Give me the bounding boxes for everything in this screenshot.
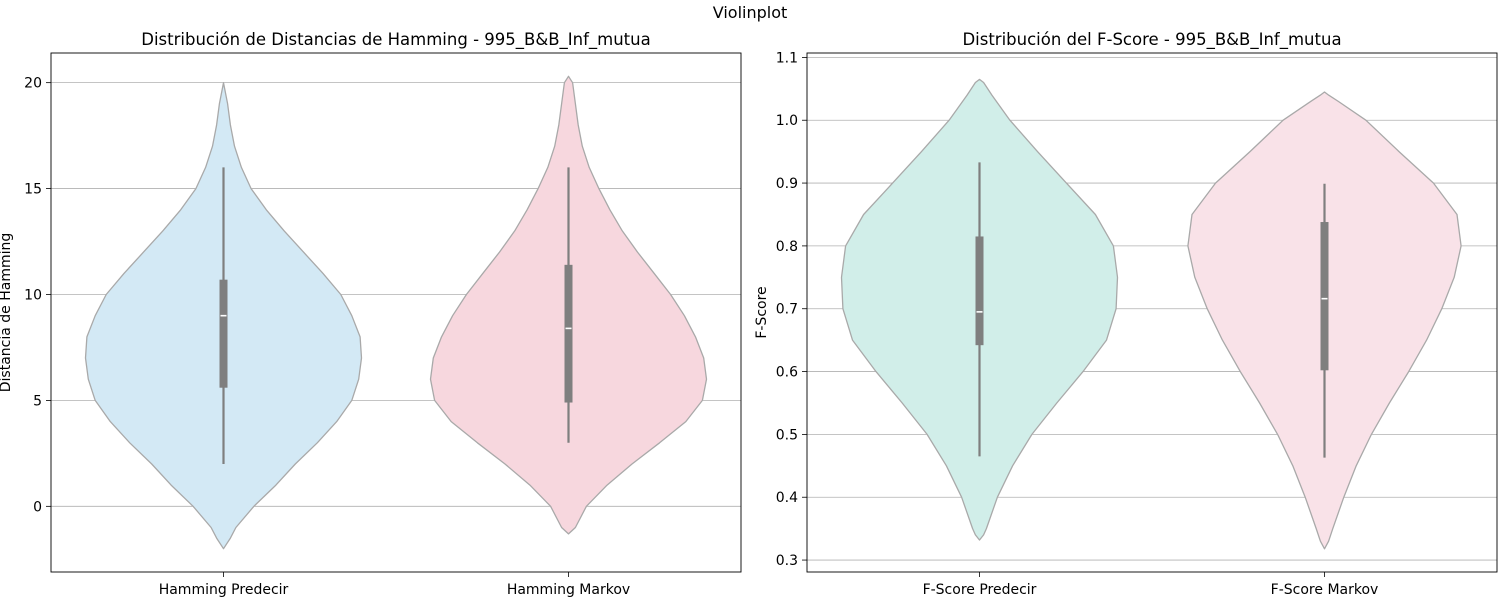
figure-suptitle: Violinplot xyxy=(713,3,788,22)
y-tick-label: 1.1 xyxy=(776,50,798,66)
hamming-violin-panel: 0 5 10 15 20 Hamming Predecir Hamming Markov Di… xyxy=(0,30,742,598)
axes-frame xyxy=(50,52,742,573)
y-tick-label: 0 xyxy=(33,499,42,515)
iqr-box-hamming-predecir xyxy=(219,279,228,388)
y-tick-label: 0.5 xyxy=(776,427,798,443)
iqr-box-f-score-markov xyxy=(1320,222,1329,371)
y-tick-label: 15 xyxy=(24,182,42,198)
y-tick-label: 0.3 xyxy=(776,553,798,569)
y-tick-label: 0.4 xyxy=(776,490,798,506)
fscore-violin-panel: 0.3 0.4 0.5 0.6 0.7 0.8 0.9 1.0 1.1 F-Score Prede… xyxy=(754,30,1498,598)
y-tick-label: 0.7 xyxy=(776,302,798,318)
x-tick-label-f-score-predecir: F-Score Predecir xyxy=(923,582,1037,598)
x-tick-label-hamming-markov: Hamming Markov xyxy=(507,582,630,598)
y-tick-label: 1.0 xyxy=(776,113,798,129)
y-tick-label: 0.8 xyxy=(776,239,798,255)
y-tick-label: 5 xyxy=(33,393,42,409)
iqr-box-hamming-markov xyxy=(564,264,573,403)
y-axis-label: F-Score xyxy=(754,286,770,338)
axes-frame xyxy=(806,52,1498,573)
y-tick-label: 10 xyxy=(24,287,42,303)
panel-title: Distribución del F-Score - 995_B&B_Inf_m… xyxy=(962,30,1341,50)
x-tick-label-f-score-markov: F-Score Markov xyxy=(1271,582,1379,598)
panel-title: Distribución de Distancias de Hamming - … xyxy=(141,30,650,50)
y-tick-label: 0.9 xyxy=(776,176,798,192)
x-tick-label-hamming-predecir: Hamming Predecir xyxy=(159,582,289,598)
y-axis-label: Distancia de Hamming xyxy=(0,233,14,393)
y-tick-label: 0.6 xyxy=(776,365,798,381)
iqr-box-f-score-predecir xyxy=(975,236,984,346)
y-tick-label: 20 xyxy=(24,76,42,92)
